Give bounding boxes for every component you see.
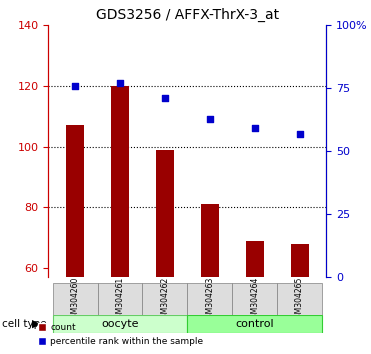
- Point: [252, 125, 257, 131]
- Bar: [246, 241, 264, 278]
- Bar: [156, 150, 174, 278]
- Text: GSM304265: GSM304265: [295, 276, 304, 323]
- FancyBboxPatch shape: [187, 283, 232, 316]
- Point: [117, 80, 123, 85]
- Point: [207, 116, 213, 122]
- Bar: [66, 125, 84, 278]
- Point: [72, 83, 78, 88]
- Text: ▶: ▶: [32, 319, 40, 329]
- FancyBboxPatch shape: [277, 283, 322, 316]
- Bar: [201, 204, 219, 278]
- Bar: [111, 86, 129, 278]
- Point: [296, 132, 302, 137]
- Text: GSM304261: GSM304261: [115, 276, 125, 323]
- Text: cell type: cell type: [2, 319, 46, 329]
- Bar: [290, 244, 309, 278]
- Point: [162, 95, 168, 101]
- FancyBboxPatch shape: [53, 283, 98, 316]
- Legend: count, percentile rank within the sample: count, percentile rank within the sample: [34, 320, 207, 349]
- Text: GSM304263: GSM304263: [205, 276, 214, 323]
- FancyBboxPatch shape: [232, 283, 277, 316]
- Text: GSM304260: GSM304260: [70, 276, 80, 323]
- Text: GSM304264: GSM304264: [250, 276, 259, 323]
- Text: GSM304262: GSM304262: [160, 276, 170, 323]
- FancyBboxPatch shape: [98, 283, 142, 316]
- FancyBboxPatch shape: [142, 283, 187, 316]
- Title: GDS3256 / AFFX-ThrX-3_at: GDS3256 / AFFX-ThrX-3_at: [96, 8, 279, 22]
